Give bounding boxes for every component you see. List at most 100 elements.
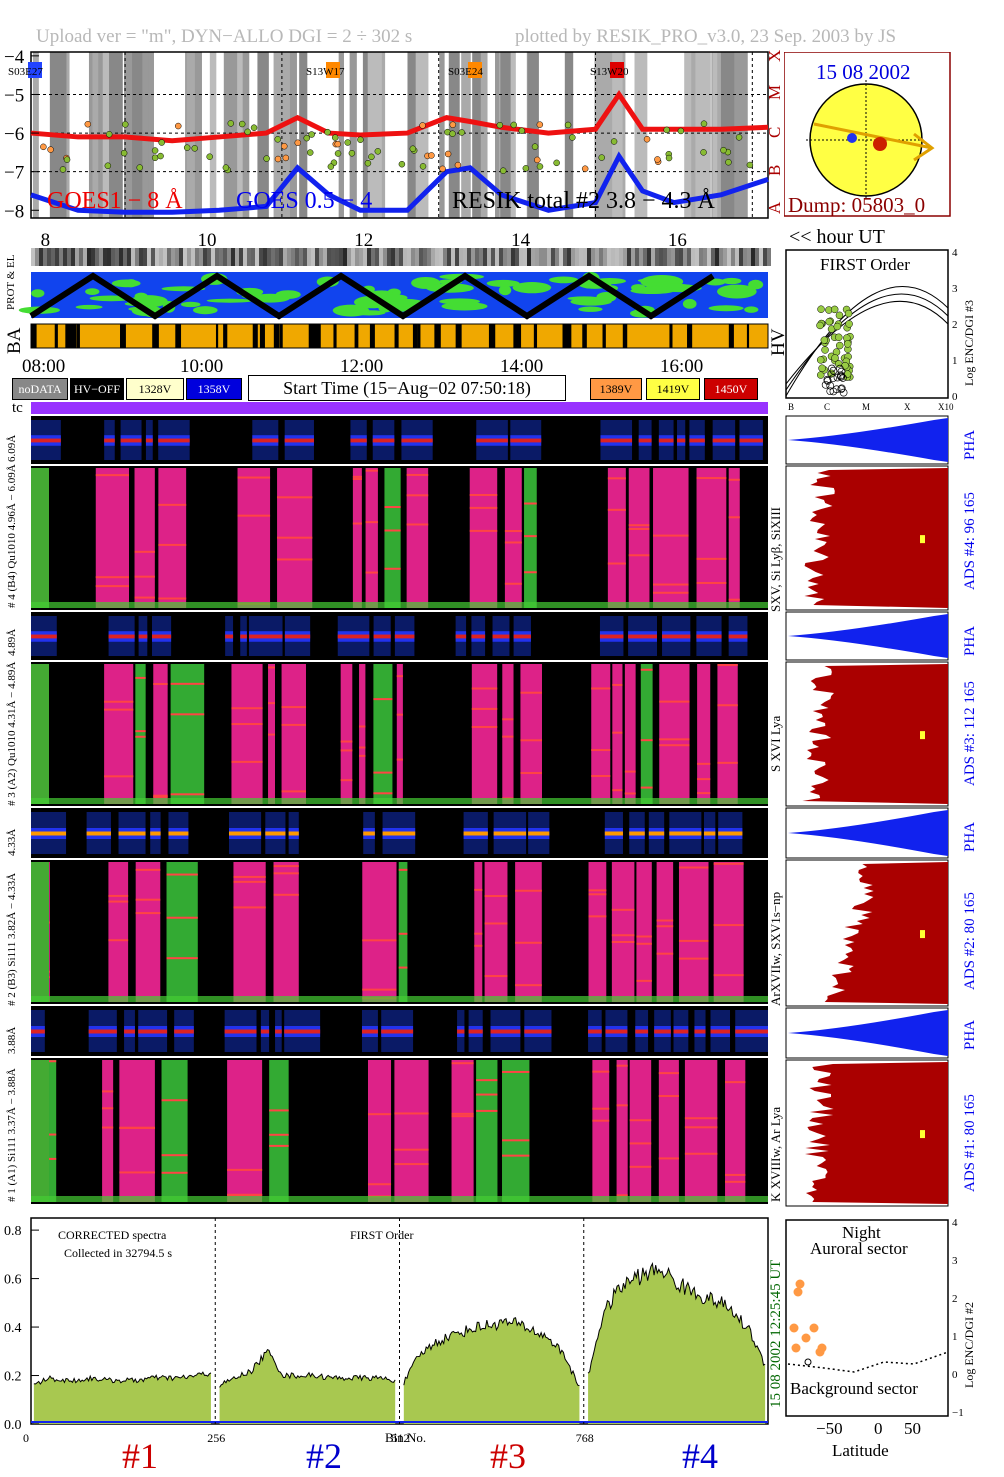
prot-green-blob [206, 298, 253, 303]
first-order-point [817, 305, 825, 313]
resik-point [398, 160, 406, 168]
ads-line [352, 478, 362, 481]
ads-label-3: ADS #1: 80 165 [962, 1094, 978, 1192]
el-cell [643, 248, 647, 266]
resik-point [665, 154, 673, 162]
pha-core [471, 634, 486, 639]
pha-core [493, 831, 527, 836]
pha-core [248, 634, 283, 639]
pha-profile [788, 418, 948, 462]
pha-core [673, 1029, 689, 1034]
ads-line [95, 576, 130, 579]
ads-block [524, 468, 537, 608]
latitude-y-tick: 4 [952, 1217, 958, 1229]
ads-line [135, 912, 161, 915]
first-order-point [825, 317, 833, 326]
ads-line [102, 1107, 114, 1110]
resik-point [281, 142, 288, 150]
resik-point [158, 139, 165, 146]
pha-core [599, 634, 624, 639]
ads-line [636, 979, 652, 982]
ads-block [153, 664, 168, 804]
ads-label-0: ADS #4: 96 165 [962, 492, 978, 590]
ads-block [451, 1060, 474, 1202]
resik-point [663, 126, 670, 134]
resik-point [553, 159, 560, 167]
resik-point [274, 155, 282, 163]
ads-line [469, 506, 498, 509]
first-order-point [845, 320, 853, 328]
ads-line [659, 700, 690, 703]
resik-point [303, 134, 310, 142]
prot-green-blob [637, 286, 676, 294]
ads-line [624, 792, 636, 795]
el-cell [171, 248, 175, 266]
ads-line [659, 738, 690, 741]
ads-line [611, 908, 635, 911]
pha-core [381, 1029, 414, 1034]
pha-core [513, 634, 531, 639]
spectrum-y-tick: 0.0 [4, 1418, 22, 1433]
resik-point [206, 153, 213, 160]
channel-label: #2 [306, 1436, 342, 1476]
resik-point [518, 127, 526, 134]
ads-line [170, 713, 205, 716]
pha-core [31, 1029, 45, 1034]
el-cell [407, 248, 411, 266]
resik-point [174, 122, 182, 130]
el-cell [339, 248, 343, 266]
prot-green-blob [486, 279, 520, 287]
pha-core [662, 634, 691, 639]
ads-block [237, 468, 271, 608]
first-order-curve [785, 293, 949, 391]
el-cell [107, 248, 111, 266]
pha-profile [788, 614, 948, 658]
resik-point [308, 131, 315, 138]
resik-point [419, 163, 427, 170]
first-order-open-point [839, 388, 848, 397]
ads-line [628, 527, 650, 530]
ads-edge [31, 862, 49, 1002]
pha-core [600, 438, 633, 443]
pha-core [455, 634, 467, 639]
prot-green-blob [567, 296, 601, 301]
ads-line [524, 535, 537, 538]
pha-core [654, 1029, 671, 1034]
el-cell [67, 248, 71, 266]
pha-core [228, 831, 262, 836]
ads-block [170, 664, 205, 804]
ba-black-bar [455, 324, 462, 348]
el-cell [555, 248, 559, 266]
latitude-panel: 4 3 2 1 0 −1 −50 0 50 Night Auroral sector Backg… [785, 1217, 964, 1460]
ba-black-bar [54, 324, 58, 348]
auroral-point [791, 1343, 801, 1353]
flare-labels: S03E27 S13W17 S03E24 S13W20 [8, 62, 629, 78]
pha-core [225, 634, 234, 639]
el-cell [39, 248, 43, 266]
prot-zigzag-line [29, 272, 715, 320]
el-cell [395, 248, 399, 266]
goes-class-letter: C [765, 127, 784, 138]
resik-point [136, 164, 144, 171]
el-cell [275, 248, 279, 266]
ads-block [134, 468, 155, 608]
el-cell [575, 248, 579, 266]
goes-bg-stripe [634, 52, 648, 218]
prot-green-blob [75, 304, 103, 310]
ads-block [607, 468, 626, 608]
pha-core [629, 831, 645, 836]
resik-point [331, 134, 339, 141]
el-cell [103, 248, 107, 266]
ads-line [231, 760, 263, 763]
prot-el-label: PROT & EL [5, 254, 17, 310]
ads-block [367, 1060, 392, 1202]
ads-block [396, 664, 403, 804]
resik-point [151, 154, 159, 162]
resik-point [250, 124, 258, 131]
bin-no-label: Bin No. [385, 1430, 426, 1445]
status-x-tick: 16:00 [660, 356, 703, 377]
latitude-ylabel: Log ENC/DGI #2 [962, 1302, 976, 1388]
ads-line [134, 575, 155, 578]
ads-line [95, 474, 130, 477]
ads-profile [805, 1062, 948, 1204]
